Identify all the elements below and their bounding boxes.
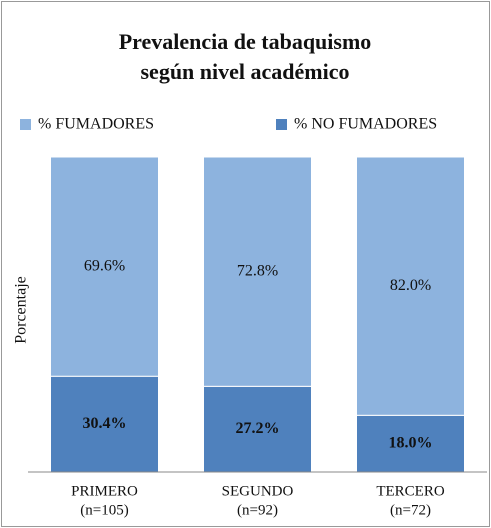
legend-label: % NO FUMADORES xyxy=(294,116,437,133)
bar-segment xyxy=(203,156,312,387)
x-tick-label: PRIMERO xyxy=(71,483,138,499)
legend-swatch xyxy=(20,119,31,130)
y-axis-label: Porcentaje xyxy=(13,276,30,344)
data-label: 72.8% xyxy=(237,262,278,279)
x-tick-label: (n=72) xyxy=(390,502,431,518)
x-tick-label: SEGUNDO xyxy=(222,483,294,499)
x-tick-label: (n=105) xyxy=(80,502,128,518)
legend-swatch xyxy=(276,119,287,130)
data-label: 69.6% xyxy=(84,257,125,274)
bar-segment xyxy=(356,414,465,473)
bar-segment xyxy=(203,385,312,473)
bar-segment xyxy=(50,375,159,473)
data-label: 18.0% xyxy=(389,434,433,451)
data-label: 82.0% xyxy=(390,277,431,294)
chart-title: según nivel académico xyxy=(141,59,350,84)
data-label: 27.2% xyxy=(236,420,280,437)
bar-segment xyxy=(50,156,159,377)
bar-segment xyxy=(356,156,465,416)
data-label: 30.4% xyxy=(83,415,127,432)
legend-label: % FUMADORES xyxy=(38,116,154,133)
x-tick-label: (n=92) xyxy=(237,502,278,518)
chart-title: Prevalencia de tabaquismo xyxy=(119,29,372,54)
x-tick-label: TERCERO xyxy=(376,483,445,499)
